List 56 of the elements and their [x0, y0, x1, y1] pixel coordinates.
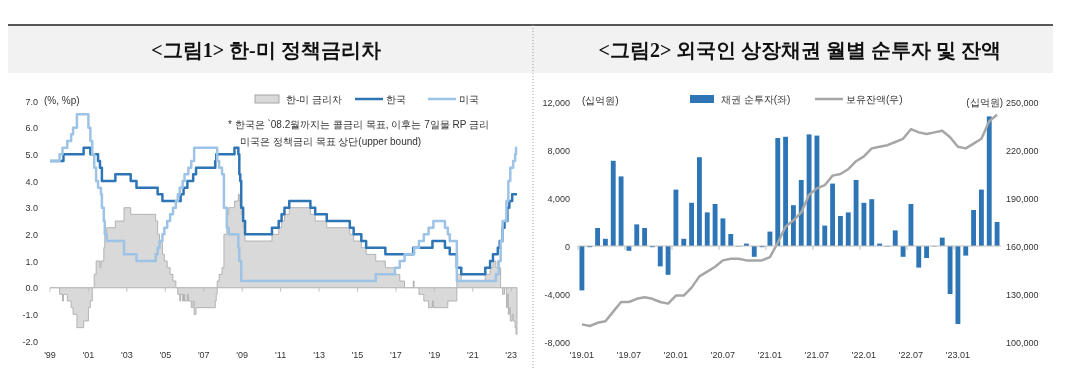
y-tick-label: 4.0	[25, 176, 38, 187]
y-tick-label: 4,000	[547, 193, 570, 204]
y2-tick-label: 130,000	[1006, 289, 1039, 300]
x-tick-label: '20.07	[710, 350, 736, 360]
y2-tick-label: 160,000	[1006, 241, 1039, 252]
x-tick-label: '23	[505, 350, 518, 360]
annotation: 미국은 정책금리 목표 상단(upper bound)	[240, 136, 422, 147]
x-tick-label: '99	[44, 350, 56, 360]
x-tick-label: '17	[390, 350, 402, 360]
x-tick-label: '19.07	[616, 350, 642, 360]
x-tick-label: '07	[197, 350, 210, 360]
x-tick-label: '22.01	[851, 350, 877, 360]
x-tick-label: '19	[428, 350, 441, 360]
legend-label: 미국	[459, 94, 479, 105]
x-tick-label: '23.01	[945, 350, 971, 360]
y-tick-label: 2.0	[25, 229, 38, 240]
annotation: * 한국은 `08.2월까지는 콜금리 목표, 이후는 7일물 RP 금리	[228, 119, 489, 130]
y-tick-label: 0.0	[25, 283, 38, 294]
y-axis-title: (십억원)	[582, 95, 619, 106]
legend-label: 한-미 금리차	[286, 94, 343, 105]
y2-tick-label: 190,000	[1006, 193, 1039, 204]
y-tick-label: -8,000	[544, 337, 570, 348]
y-tick-label: -1.0	[22, 309, 38, 320]
y-tick-label: 0	[564, 241, 570, 252]
y-tick-label: 3.0	[25, 203, 38, 214]
legend-label: 한국	[386, 94, 406, 105]
y-tick-label: -2.0	[22, 336, 38, 347]
y-tick-label: 7.0	[25, 96, 38, 107]
x-tick-label: '01	[82, 350, 95, 360]
x-tick-label: '15	[351, 350, 364, 360]
y2-tick-label: 220,000	[1006, 145, 1039, 156]
x-tick-label: '19.01	[569, 350, 595, 360]
x-tick-label: '21	[466, 350, 479, 360]
x-tick-label: '20.01	[663, 350, 689, 360]
chart-title: <그림1> 한-미 정책금리차	[151, 39, 381, 61]
x-tick-label: '21.01	[757, 350, 783, 360]
y2-axis-title: (십억원)	[966, 97, 1003, 108]
y2-tick-label: 100,000	[1006, 337, 1039, 348]
x-tick-label: '13	[313, 350, 325, 360]
y-tick-label: -4,000	[544, 289, 570, 300]
legend-label: 보유잔액(우)	[846, 94, 903, 105]
y-axis-title: (%, %p)	[44, 95, 80, 106]
legend-label: 채권 순투자(좌)	[721, 94, 791, 105]
y-tick-label: 8,000	[547, 145, 570, 156]
chart-title: <그림2> 외국인 상장채권 월별 순투자 및 잔액	[598, 39, 1002, 61]
y-tick-label: 6.0	[25, 123, 38, 134]
y-tick-label: 12,000	[542, 97, 570, 108]
y-tick-label: 1.0	[25, 256, 38, 267]
x-tick-label: '09	[236, 350, 249, 360]
y2-tick-label: 250,000	[1006, 97, 1039, 108]
x-tick-label: '22.07	[898, 350, 924, 360]
x-tick-label: '11	[275, 350, 287, 360]
y-tick-label: 5.0	[25, 149, 38, 160]
x-tick-label: '05	[159, 350, 172, 360]
x-tick-label: '21.07	[804, 350, 830, 360]
x-tick-label: '03	[121, 350, 133, 360]
